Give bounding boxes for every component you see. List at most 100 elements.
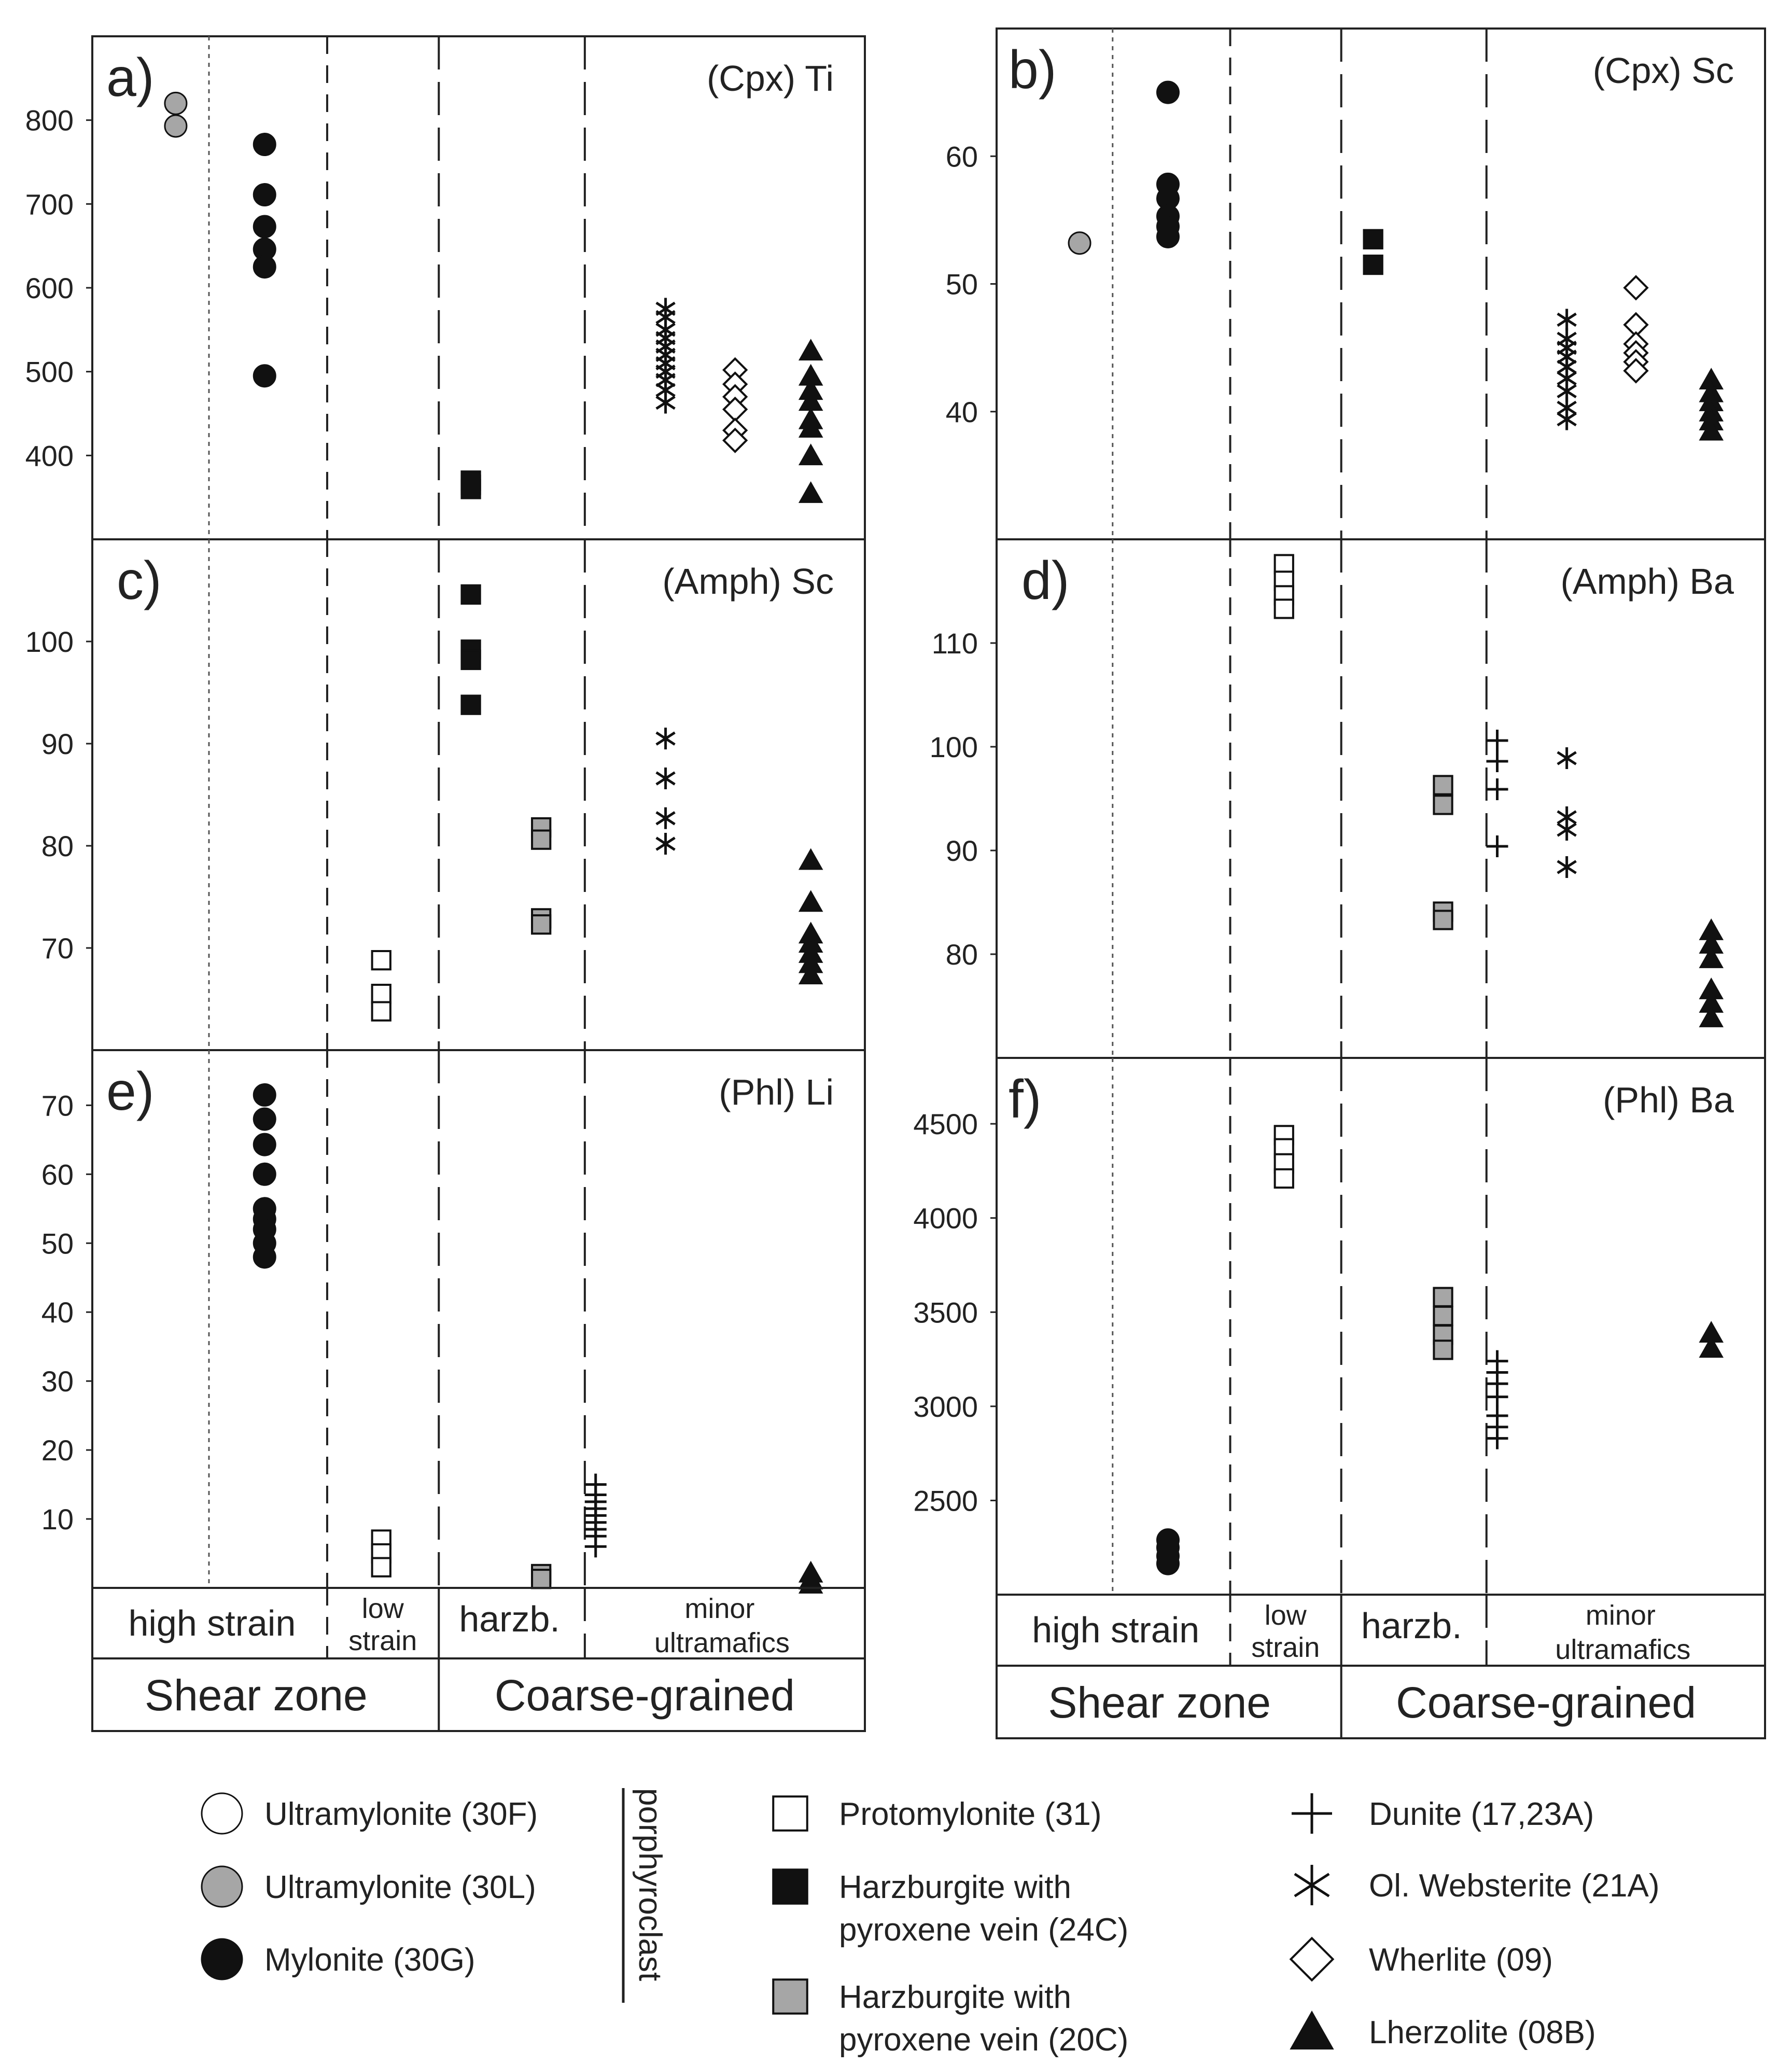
data-point bbox=[253, 1083, 276, 1107]
data-point bbox=[655, 767, 676, 789]
legend-label: pyroxene vein (20C) bbox=[839, 2022, 1128, 2058]
data-point bbox=[655, 392, 676, 414]
y-tick-label: 40 bbox=[946, 396, 978, 428]
legend-label: Dunite (17,23A) bbox=[1369, 1796, 1594, 1832]
y-tick-label: 4500 bbox=[913, 1108, 978, 1140]
data-point bbox=[1273, 598, 1294, 619]
legend-label: Harzburgite with bbox=[839, 1869, 1071, 1905]
legend-item: Wherlite (09) bbox=[1289, 1936, 1553, 1982]
legend-marker bbox=[1292, 1793, 1332, 1834]
y-tick-label: 70 bbox=[41, 932, 74, 965]
data-point bbox=[371, 1557, 391, 1578]
legend-item: Harzburgite with pyroxene vein (20C) bbox=[772, 1978, 1128, 2058]
data-point bbox=[253, 183, 276, 207]
porphyroclast-label: porphyroclast bbox=[632, 1788, 668, 1981]
panel-title: (Amph) Sc bbox=[662, 561, 834, 602]
subcategory-low-strain: strain bbox=[348, 1625, 417, 1656]
subcategory-low-strain: low bbox=[362, 1593, 404, 1624]
panel-title: (Phl) Li bbox=[719, 1072, 834, 1112]
panel-d: 80 90 100 110 d) (Amph) Ba bbox=[930, 538, 1766, 1059]
data-point bbox=[1156, 80, 1180, 104]
data-point bbox=[1486, 1427, 1508, 1449]
panel-letter: e) bbox=[106, 1062, 154, 1122]
legend-item: Protomylonite (31) bbox=[772, 1795, 1102, 1832]
data-point bbox=[460, 479, 481, 499]
panel-title: (Amph) Ba bbox=[1560, 561, 1734, 602]
data-point bbox=[1699, 1005, 1724, 1027]
legend-marker bbox=[201, 1792, 243, 1835]
panel-title: (Cpx) Sc bbox=[1593, 50, 1734, 91]
panel-c: 70 80 90 100 c) (Amph) Sc bbox=[25, 538, 866, 1051]
data-point bbox=[1557, 309, 1577, 331]
legend-label: Wherlite (09) bbox=[1369, 1942, 1553, 1978]
data-point bbox=[798, 962, 823, 985]
panel-frame bbox=[91, 35, 866, 540]
legend-item: Harzburgite with pyroxene vein (24C) bbox=[772, 1868, 1128, 1948]
panel-b: 40 50 60 b) (Cpx) Sc bbox=[946, 27, 1766, 540]
legend-marker bbox=[201, 1865, 243, 1908]
y-tick-label: 70 bbox=[41, 1089, 74, 1122]
data-point bbox=[1486, 835, 1508, 857]
data-point bbox=[1433, 775, 1453, 796]
legend: Ultramylonite (30F) Ultramylonite (30L) My… bbox=[201, 1788, 1659, 2058]
legend-item: Lherzolite (08B) bbox=[1290, 2010, 1596, 2050]
data-point bbox=[1363, 254, 1383, 275]
data-point bbox=[253, 215, 276, 239]
y-tick-label: 3000 bbox=[913, 1390, 978, 1423]
y-tick-label: 80 bbox=[946, 938, 978, 971]
data-point bbox=[371, 1001, 391, 1022]
panel-f: 2500 3000 3500 4000 4500 f) (Phl) Ba bbox=[913, 1057, 1766, 1596]
data-point bbox=[798, 415, 823, 438]
subcategory-harzb: harzb. bbox=[459, 1599, 560, 1639]
legend-label: pyroxene vein (24C) bbox=[839, 1912, 1128, 1948]
data-point bbox=[1433, 1287, 1453, 1307]
data-point bbox=[655, 807, 676, 829]
y-tick-label: 20 bbox=[41, 1434, 74, 1467]
data-point bbox=[1699, 418, 1724, 441]
data-point bbox=[1486, 1386, 1508, 1408]
data-point bbox=[798, 443, 823, 466]
y-tick-label: 800 bbox=[25, 104, 74, 137]
data-point bbox=[253, 1162, 276, 1186]
data-point bbox=[655, 728, 676, 750]
legend-label: Protomylonite (31) bbox=[839, 1796, 1102, 1832]
data-point bbox=[164, 91, 188, 115]
data-point bbox=[1557, 408, 1577, 430]
data-point bbox=[722, 427, 748, 453]
legend-marker bbox=[1289, 1936, 1335, 1982]
data-point bbox=[253, 1133, 276, 1156]
data-point bbox=[798, 890, 823, 912]
data-point bbox=[1433, 1305, 1453, 1327]
data-point bbox=[253, 255, 276, 279]
legend-label: Lherzolite (08B) bbox=[1369, 2015, 1596, 2050]
data-point bbox=[1433, 1340, 1453, 1360]
y-tick-label: 40 bbox=[41, 1296, 74, 1329]
legend-item: Ultramylonite (30F) bbox=[201, 1792, 538, 1835]
panel-title: (Cpx) Ti bbox=[707, 58, 834, 99]
y-tick-label: 3500 bbox=[913, 1296, 978, 1329]
data-point bbox=[531, 829, 552, 850]
y-tick-label: 500 bbox=[25, 356, 74, 388]
legend-item: Ol. Websterite (21A) bbox=[1294, 1865, 1659, 1905]
data-point bbox=[371, 950, 391, 971]
data-point bbox=[460, 694, 481, 715]
y-tick-label: 110 bbox=[932, 627, 978, 660]
data-point bbox=[1486, 778, 1508, 800]
data-point bbox=[798, 848, 823, 870]
data-point bbox=[1156, 225, 1180, 248]
y-tick-label: 50 bbox=[946, 268, 978, 301]
data-point bbox=[460, 649, 481, 671]
legend-marker bbox=[201, 1938, 243, 1980]
panels: 400 500 600 700 800 a) (Cpx) Ti 40 50 60 b) (Cpx) S… bbox=[25, 27, 1766, 1596]
data-point bbox=[1156, 1552, 1180, 1575]
legend-item: Mylonite (30G) bbox=[201, 1938, 475, 1980]
data-point bbox=[1363, 229, 1383, 249]
legend-marker bbox=[772, 1868, 808, 1905]
y-tick-label: 100 bbox=[930, 731, 978, 763]
subcategory-minor-ultramafics: ultramafics bbox=[1555, 1634, 1690, 1665]
data-point bbox=[531, 914, 552, 935]
subcategory-low-strain: low bbox=[1265, 1600, 1307, 1631]
data-point bbox=[371, 984, 391, 1004]
